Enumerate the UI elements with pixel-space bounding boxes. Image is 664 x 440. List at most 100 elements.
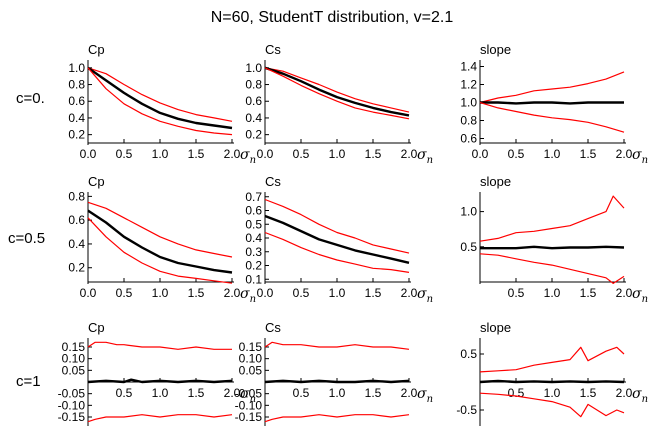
panel-2-2-series-mean [479,379,625,384]
panel-1-0-title: Cp [88,174,105,189]
panel-2-0-xtick-label: 1.0 [152,386,169,400]
panel-1-1-xtick-label: 1.0 [329,286,346,300]
panel-2-2-xaxis-label: σn [632,386,648,405]
panel-2-0-ytick-label: -0.05 [58,387,86,401]
panel-2-0-ytick-label: 0.15 [62,340,86,354]
panel-0-0-xtick-label: 0.0 [80,147,97,161]
panel-0-1-series-lower [264,67,410,120]
panel-2-0-title: Cp [88,320,105,335]
panel-2-0-ytick-label: -0.10 [58,398,86,412]
panel-0-2-xaxis-label: σn [632,147,648,166]
panel-0-2-ytick-label: 1.2 [460,78,477,92]
panel-2-0-ytick-label: 0.10 [62,352,86,366]
panel-1-0-xaxis-label-subscript: n [250,294,256,305]
panel-2-1-xtick-label: 0.5 [293,386,310,400]
panel-2-0-xtick-label: 2.0 [224,386,241,400]
panel-2-0-cp: Cp -0.15-0.10-0.05 0.050.100.15 0.5 1.0 1.5 2.… [58,320,256,426]
panel-2-1-cs: Cs -0.15-0.10-0.05 0.050.100.15 0.5 1.0 1.5 2.… [235,320,433,426]
panel-0-1-xtick-label: 0.5 [293,147,310,161]
panel-1-2-xtick-label: 2.0 [616,286,633,300]
panel-0-2-xtick-label: 1.0 [544,147,561,161]
panel-0-1-xtick-label: 2.0 [401,147,418,161]
panel-1-0-ytick-label: 0.4 [68,237,85,251]
panel-1-1-xtick-label: 0.0 [257,286,274,300]
panel-0-1-ytick-label: 0.4 [245,111,262,125]
panel-1-2-series-lower [479,253,625,284]
panel-1-1-ytick-label: 0.3 [245,245,262,259]
panel-0-0-xaxis-label: σn [240,147,256,166]
panel-1-1-ytick-label: 0.7 [245,190,262,204]
panel-0-0-cp: Cp 0.2 0.4 0.6 0.8 1.0 0.0 0.5 1.0 1.5 2.0 σn [68,42,256,166]
panel-1-1-ytick-label: 0.6 [245,204,262,218]
panel-0-1-xaxis-label-subscript: n [427,155,433,166]
panel-2-1-title: Cs [265,320,281,335]
panel-0-1-ytick-label: 0.2 [245,128,262,142]
panel-0-2-ytick-label: 0.6 [460,132,477,146]
panel-2-2-series-upper [479,346,625,373]
panel-2-2-ytick-label: 0.5 [460,347,477,361]
panel-0-1-series-upper [264,67,410,113]
panel-0-2-xtick-label: 2.0 [616,147,633,161]
panel-1-0-xaxis-label: σn [240,286,256,305]
panel-1-0-ytick-label: 0.8 [68,189,85,203]
panel-2-2-xtick-label: 0.5 [508,386,525,400]
panel-2-0-xtick-label: 0.5 [116,386,133,400]
panel-0-2-xtick-label: 1.5 [580,147,597,161]
panel-1-0-series-mean [87,209,233,274]
panel-1-2-xaxis-label-subscript: n [642,294,648,305]
panel-1-0-xtick-label: 0.0 [80,286,97,300]
panel-0-0-series-upper [87,67,233,122]
panel-2-1-xtick-label: 1.0 [329,386,346,400]
panel-2-0-ytick-label: -0.15 [58,410,86,424]
panel-1-2-xtick-label: 0.5 [508,286,525,300]
panel-1-2-ytick-label: 1.0 [460,205,477,219]
panel-1-2-ytick-label: 0.5 [460,240,477,254]
panel-2-1-series-upper [264,341,410,350]
panel-1-2-slope: slope 0.5 1.0 0.5 1.0 1.5 2.0 σn [460,174,648,305]
panel-0-2-ytick-label: 0.8 [460,114,477,128]
row-label-c1: c=1 [16,373,41,390]
panel-2-2-series-lower [479,392,625,418]
panel-0-2-series-lower [479,101,625,133]
panel-2-2-xtick-label: 1.5 [580,386,597,400]
panel-0-1-xtick-label: 0.0 [257,147,274,161]
panel-2-1-ytick-label: 0.15 [239,340,263,354]
panel-0-0-xtick-label: 2.0 [224,147,241,161]
panel-0-1-ytick-label: 0.8 [245,78,262,92]
panel-2-1-series-mean [264,379,410,384]
panel-0-2-ytick-label: 1.4 [460,60,477,74]
panel-2-0-series-upper [87,341,232,350]
panel-0-0-ytick-label: 0.8 [68,78,85,92]
panel-1-1-ytick-label: 0.5 [245,217,262,231]
panel-2-1-ytick-label: -0.15 [235,410,263,424]
panel-2-2-xtick-label: 1.0 [544,386,561,400]
panel-0-0-ytick-label: 0.6 [68,94,85,108]
panel-0-1-xtick-label: 1.0 [329,147,346,161]
panel-2-1-xaxis-label: σn [417,386,433,405]
panel-2-0-xtick-label: 1.5 [188,386,205,400]
panel-2-1-xtick-label: 1.5 [365,386,382,400]
panel-2-1-series-lower [264,414,410,423]
panel-1-2-title: slope [480,174,511,189]
panel-2-0-ytick-label: 0.05 [62,363,86,377]
panel-1-1-ytick-label: 0.4 [245,231,262,245]
panel-1-2-xaxis-label: σn [632,286,648,305]
panel-1-0-series-upper [87,201,233,258]
panel-1-1-xtick-label: 2.0 [401,286,418,300]
panel-1-1-title: Cs [265,174,281,189]
panel-1-0-xtick-label: 0.5 [116,286,133,300]
panel-1-1-series-upper [264,198,410,254]
panel-2-1-xtick-label: 2.0 [401,386,418,400]
figure-title: N=60, StudentT distribution, v=2.1 [211,9,454,26]
panel-0-2-ytick-label: 1.0 [460,96,477,110]
panel-0-0-xaxis-label-subscript: n [250,155,256,166]
panel-0-0-ytick-label: 0.2 [68,128,85,142]
panel-0-0-xtick-label: 0.5 [116,147,133,161]
panel-0-1-ytick-label: 0.6 [245,94,262,108]
panel-0-0-xtick-label: 1.0 [152,147,169,161]
panel-2-2-slope: slope -0.5 0.5 0.5 1.0 1.5 2.0 σn [456,320,648,426]
panel-1-2-series-upper [479,195,625,242]
panel-0-0-xtick-label: 1.5 [188,147,205,161]
row-label-c0: c=0. [16,90,45,107]
